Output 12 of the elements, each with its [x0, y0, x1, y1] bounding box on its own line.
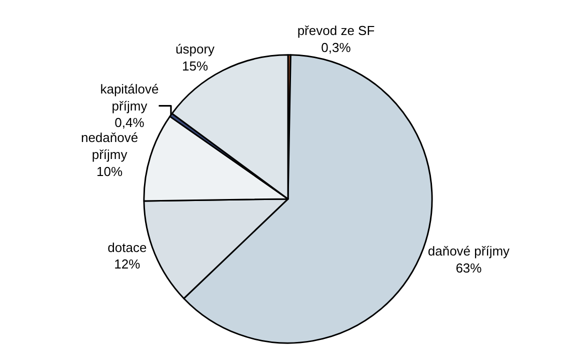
slice-label: nedaňové příjmy	[80, 130, 138, 162]
slice-label: úspory	[176, 42, 216, 57]
data-label: 15%	[182, 58, 208, 74]
data-label: 12%	[114, 256, 141, 272]
data-label: 10%	[96, 164, 123, 179]
data-label: 63%	[456, 260, 482, 276]
slice-label: kapitálové příjmy	[100, 81, 159, 114]
slice-label: daňové příjmy	[428, 243, 510, 258]
slice-label: převod ze SF	[297, 23, 375, 38]
data-label: 0,4%	[114, 115, 145, 130]
slice-label: dotace	[108, 240, 147, 255]
data-label: 0,3%	[321, 40, 352, 55]
